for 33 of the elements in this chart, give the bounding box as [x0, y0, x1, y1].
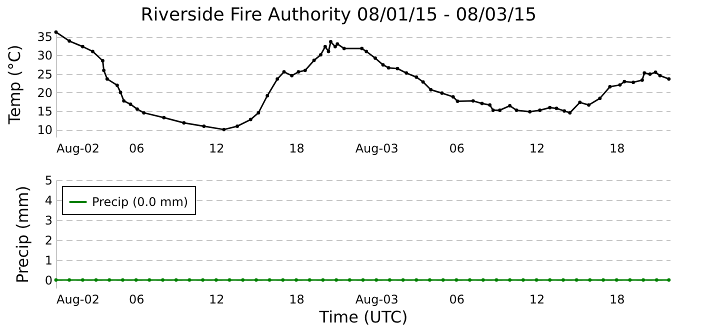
- x-tick-label: 06: [128, 292, 144, 306]
- x-tick-label: 06: [449, 142, 465, 156]
- x-tick-label: 12: [209, 292, 224, 306]
- y-axis-title: Temp (°C): [5, 44, 24, 126]
- legend-label: Precip (0.0 mm): [92, 195, 188, 209]
- x-tick-label: 18: [609, 142, 625, 156]
- y-tick-label: 35: [37, 30, 52, 44]
- y-tick-label: 20: [37, 86, 52, 100]
- y-tick-label: 3: [44, 214, 52, 228]
- y-tick-label: 4: [44, 194, 52, 208]
- chart-title: Riverside Fire Authority 08/01/15 - 08/03/15: [140, 4, 537, 26]
- y-tick-label: 10: [37, 123, 52, 138]
- x-tick-label: 06: [449, 292, 465, 306]
- y-tick-label: 5: [44, 174, 52, 188]
- y-tick-label: 2: [44, 234, 52, 248]
- y-tick-label: 15: [37, 104, 52, 118]
- x-tick-label: 06: [128, 142, 144, 156]
- x-tick-label: 12: [529, 142, 545, 156]
- x-tick-label: 18: [609, 292, 625, 306]
- y-tick-label: 30: [37, 48, 52, 63]
- x-tick-label: 18: [289, 142, 304, 156]
- y-tick-label: 25: [37, 67, 52, 82]
- x-tick-label: Aug-02: [56, 142, 100, 156]
- x-tick-label: Aug-03: [355, 142, 398, 156]
- y-tick-label: 1: [44, 254, 52, 268]
- x-tick-label: 12: [209, 142, 224, 156]
- x-axis-title: Time (UTC): [318, 308, 408, 326]
- x-tick-label: 18: [289, 292, 304, 306]
- x-tick-label: Aug-02: [56, 292, 100, 306]
- x-tick-label: 12: [529, 292, 545, 306]
- y-axis-title: Precip (mm): [12, 186, 32, 284]
- y-tick-label: 0: [44, 274, 52, 288]
- x-tick-label: Aug-03: [355, 292, 398, 306]
